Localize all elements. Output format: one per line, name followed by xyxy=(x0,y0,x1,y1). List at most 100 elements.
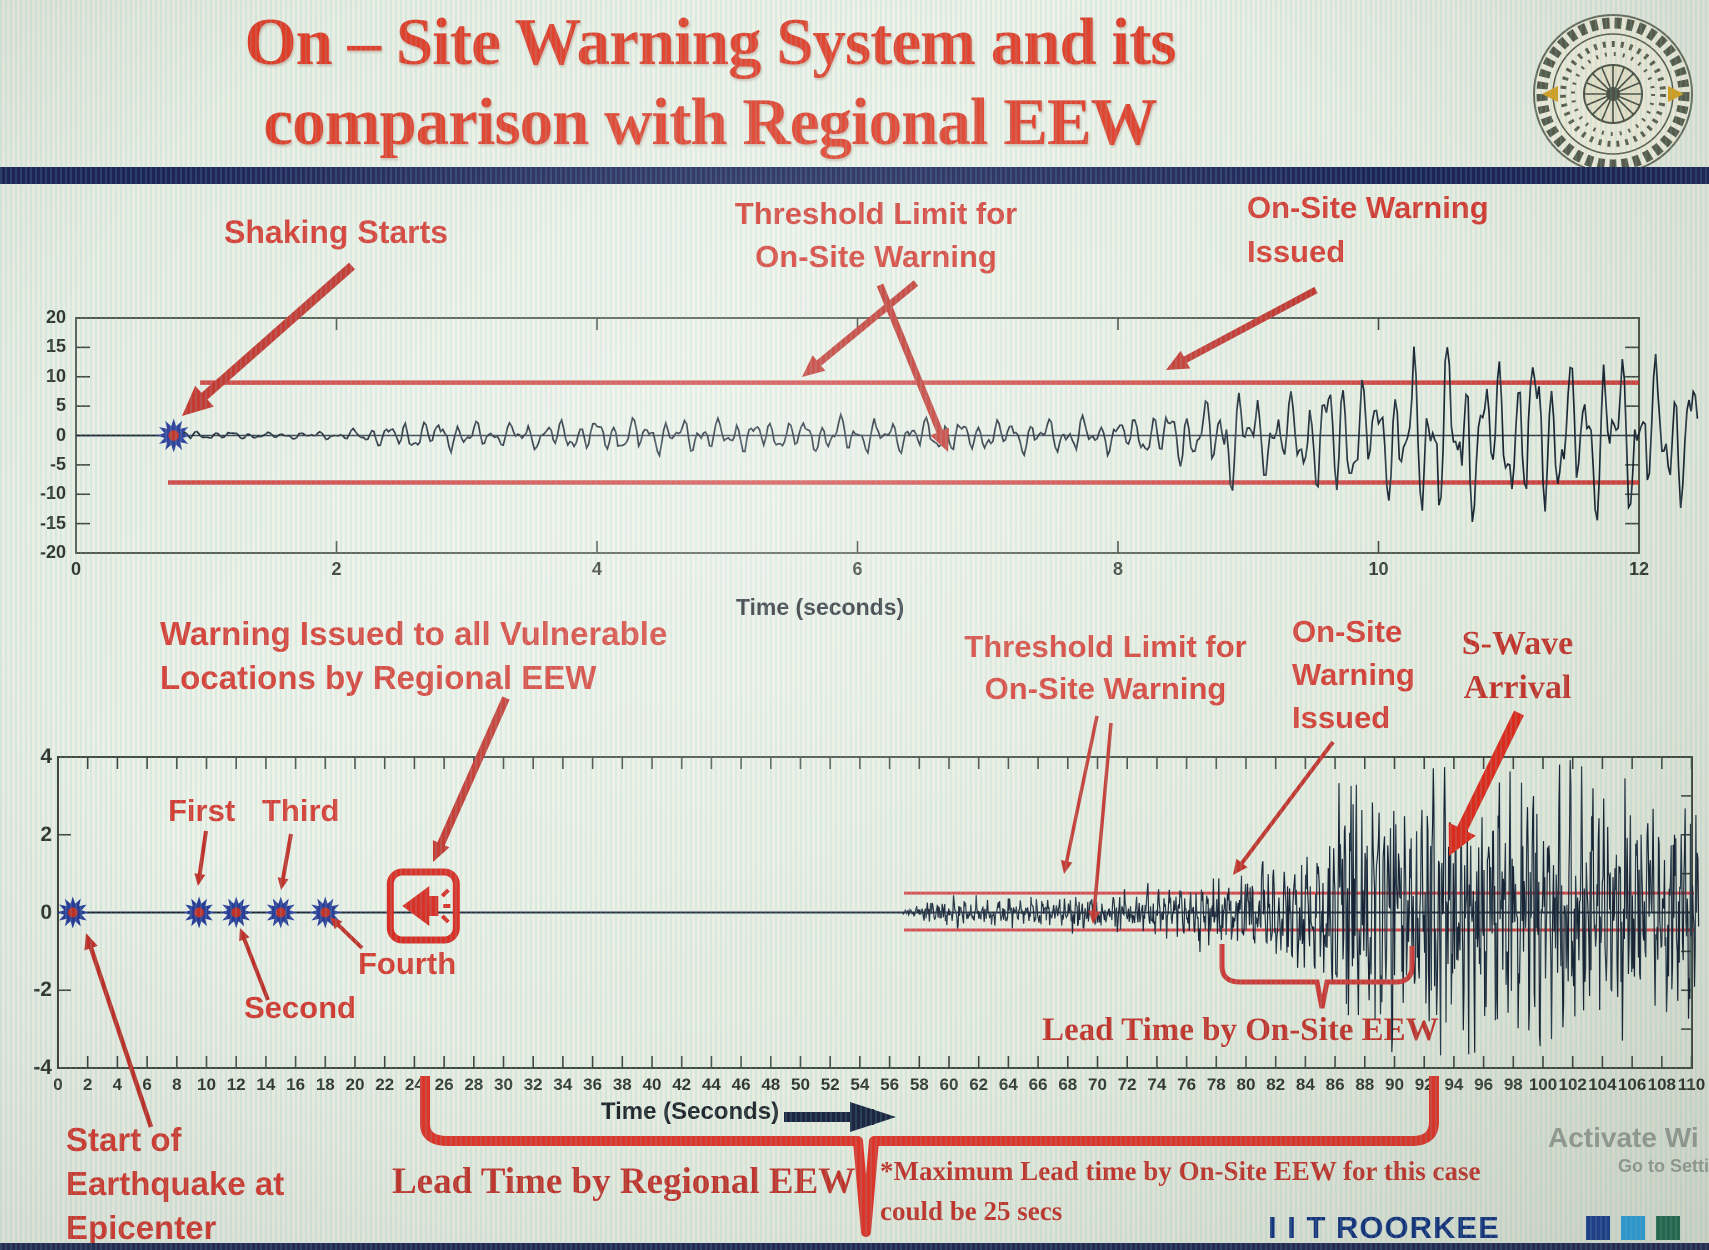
header-divider-bar xyxy=(0,167,1709,184)
bottom-chart-ytick-label: 0 xyxy=(40,900,52,924)
annotation-threshold-top-l2: On-Site Warning xyxy=(755,239,997,274)
bottom-chart-xtick-label: 92 xyxy=(1414,1075,1434,1094)
bottom-chart-xtick-label: 82 xyxy=(1266,1075,1286,1094)
annotation-regional-warning: Warning Issued to all Vulnerable Locatio… xyxy=(160,612,667,700)
annotation-note-l1: *Maximum Lead time by On-Site EEW for th… xyxy=(880,1156,1481,1186)
bottom-pwave-star-marker-center xyxy=(320,907,331,918)
bottom-chart-xtick-label: 36 xyxy=(583,1075,603,1094)
bottom-chart-xtick-label: 96 xyxy=(1474,1075,1494,1094)
annotation-second: Second xyxy=(244,990,356,1025)
bottom-chart-xtick-label: 6 xyxy=(142,1075,152,1094)
bottom-chart-xtick-label: 54 xyxy=(850,1075,870,1094)
bottom-chart-xtick-label: 44 xyxy=(701,1075,721,1094)
bottom-threshold-arrow-1 xyxy=(1064,715,1099,864)
bottom-chart-xtick-label: 26 xyxy=(434,1075,454,1094)
top-chart-xtick-label: 0 xyxy=(70,559,81,579)
annotation-issued-bottom-l2: Warning xyxy=(1292,657,1415,692)
top-chart-xtick-label: 4 xyxy=(591,559,602,579)
annotation-note-l2: could be 25 secs xyxy=(880,1196,1063,1226)
top-warning-issued-arrow xyxy=(1182,286,1318,364)
top-chart-ytick-label: 0 xyxy=(55,424,66,445)
top-chart-xlabel: Time (seconds) xyxy=(735,594,905,620)
bottom-chart-xtick-label: 14 xyxy=(256,1075,276,1094)
top-threshold-arrow-left-head xyxy=(802,355,826,377)
bottom-chart-xtick-label: 108 xyxy=(1647,1075,1676,1094)
annotation-threshold-bottom-l2: On-Site Warning xyxy=(984,671,1227,706)
bottom-chart-xtick-label: 74 xyxy=(1147,1075,1167,1094)
annotation-regional-warning-l2: Locations by Regional EEW xyxy=(160,659,597,696)
bottom-chart-xtick-label: 42 xyxy=(672,1075,692,1094)
annotation-issued-top-l1: On-Site Warning xyxy=(1247,190,1489,225)
annotation-third: Third xyxy=(262,793,340,828)
top-chart-xtick-label: 12 xyxy=(1628,559,1650,579)
annotation-threshold-top-l1: Threshold Limit for xyxy=(734,196,1018,231)
bottom-chart-xtick-label: 38 xyxy=(612,1075,632,1094)
bottom-chart-xtick-label: 30 xyxy=(494,1075,513,1094)
page-title-line2: comparison with Regional EEW xyxy=(263,85,1157,159)
annotation-lead-regional: Lead Time by Regional EEW xyxy=(392,1161,856,1202)
shaking-starts-arrow xyxy=(200,262,355,401)
annotation-swave-l1: S-Wave xyxy=(1461,625,1574,662)
bottom-chart-xtick-label: 52 xyxy=(820,1075,840,1094)
annotation-regional-warning-l1: Warning Issued to all Vulnerable xyxy=(160,615,668,652)
swave-arrival-arrow xyxy=(1456,710,1524,834)
bottom-pwave-star-marker-center xyxy=(194,907,205,918)
institute-seal-icon xyxy=(1533,14,1693,174)
annotation-shaking-starts: Shaking Starts xyxy=(224,214,449,250)
bottom-chart-xtick-label: 68 xyxy=(1058,1075,1078,1094)
start-epicenter-arrow-head xyxy=(84,933,98,951)
alarm-icon-wave xyxy=(440,888,450,898)
top-chart-ytick-label: 20 xyxy=(45,307,66,327)
top-chart-ytick-label: 10 xyxy=(45,365,66,386)
bottom-chart-xtick-label: 56 xyxy=(880,1075,900,1094)
bottom-chart-xtick-label: 46 xyxy=(731,1075,751,1094)
top-chart-xtick-label: 8 xyxy=(1112,559,1123,579)
bottom-chart-xtick-label: 0 xyxy=(53,1075,63,1094)
top-chart-ytick-label: -15 xyxy=(39,512,66,533)
top-pwave-star-marker-center xyxy=(168,430,179,441)
page-title-line1: On – Site Warning System and its xyxy=(244,5,1177,79)
annotation-issued-top-l2: Issued xyxy=(1247,234,1346,269)
top-waveform-trace xyxy=(76,346,1699,523)
bottom-chart-xtick-label: 10 xyxy=(197,1075,216,1094)
top-chart-ytick-label: -10 xyxy=(39,483,66,504)
bottom-chart-xlabel: Time (Seconds) xyxy=(600,1098,780,1125)
bottom-waveform-trace xyxy=(58,760,1700,1056)
bottom-chart-xtick-label: 78 xyxy=(1206,1075,1226,1094)
second-arrow-head xyxy=(239,928,250,942)
annotation-threshold-bottom: Threshold Limit for On-Site Warning xyxy=(958,626,1253,710)
bottom-chart-xtick-label: 24 xyxy=(404,1075,424,1094)
top-threshold-arrow-right xyxy=(876,283,944,435)
annotation-start-l2: Earthquake at xyxy=(66,1165,285,1202)
bottom-pwave-star-marker-center xyxy=(231,907,242,918)
bottom-chart-xtick-label: 22 xyxy=(375,1075,395,1094)
lead-time-regional-bracket xyxy=(420,1076,1439,1237)
time-axis-arrow-icon-stripe xyxy=(856,1106,863,1128)
bottom-chart-xtick-label: 106 xyxy=(1617,1075,1647,1094)
bottom-pwave-star-marker-center xyxy=(67,907,78,918)
bottom-chart-xtick-label: 72 xyxy=(1117,1075,1137,1094)
shaking-starts-arrow-head xyxy=(182,385,214,416)
annotation-threshold-bottom-l1: Threshold Limit for xyxy=(964,629,1247,664)
third-arrow-head xyxy=(277,877,289,890)
annotation-issued-bottom-l3: Issued xyxy=(1292,700,1391,735)
top-chart-xtick-label: 2 xyxy=(331,559,342,579)
alarm-icon-body xyxy=(429,896,439,916)
fourth-arrow xyxy=(335,922,364,950)
top-chart-ytick-label: -20 xyxy=(39,542,66,562)
annotation-lead-onsite: Lead Time by On-Site EEW xyxy=(1042,1012,1439,1048)
go-to-settings-watermark: Go to Setting xyxy=(1618,1156,1709,1176)
annotation-swave-l2: Arrival xyxy=(1463,669,1572,706)
bottom-chart-xtick-label: 62 xyxy=(969,1075,989,1094)
top-chart-ytick-label: 15 xyxy=(45,336,66,357)
bottom-chart-xtick-label: 12 xyxy=(226,1075,246,1094)
bottom-chart-xtick-label: 104 xyxy=(1588,1075,1617,1094)
bottom-chart-xtick-label: 50 xyxy=(791,1075,810,1094)
bottom-chart-xtick-label: 100 xyxy=(1528,1075,1558,1094)
iit-roorkee-wordmark: I I T ROORKEE xyxy=(1268,1210,1500,1245)
fourth-arrow-head xyxy=(330,917,343,930)
top-chart-ytick-label: 5 xyxy=(55,395,66,416)
annotation-start-epicenter: Start of Earthquake at Epicenter xyxy=(66,1118,284,1250)
